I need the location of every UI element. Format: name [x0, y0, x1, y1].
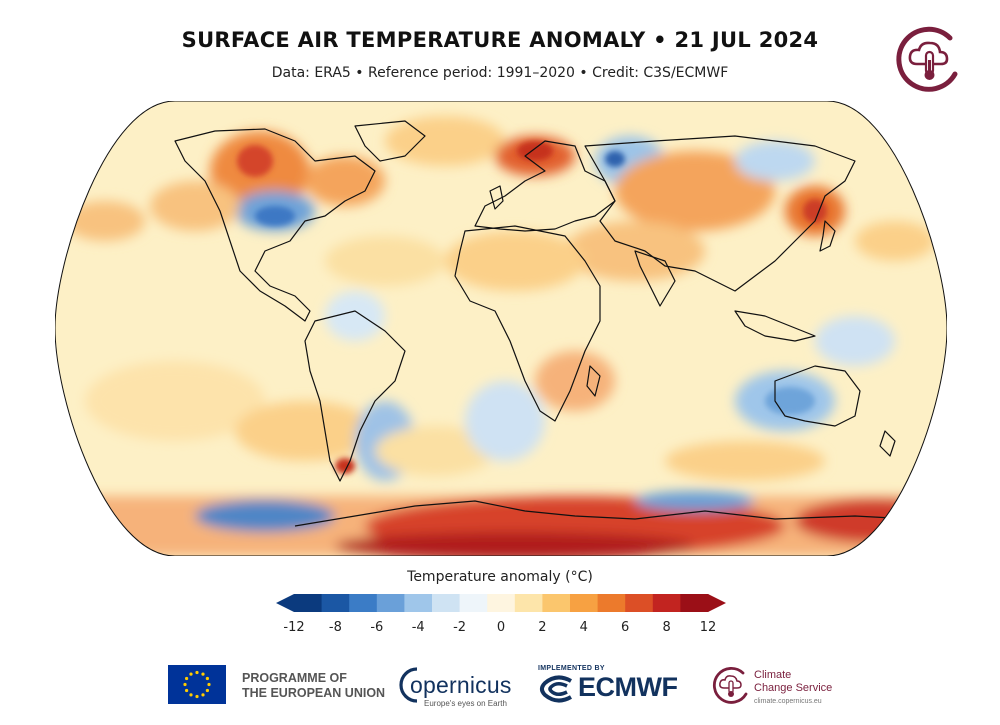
- colorbar-tick-label: 2: [538, 620, 547, 635]
- eu-star: [185, 676, 189, 681]
- ecmwf-swirl-icon: [540, 675, 572, 703]
- colorbar-tick-label: 0: [496, 620, 506, 635]
- climate-change-service-icon: [712, 666, 748, 704]
- copernicus-tagline: Europe's eyes on Earth: [424, 699, 507, 708]
- eu-star: [189, 672, 193, 676]
- colorbar-ticks: -12 -8 -6 -4 -2 0 2 4 6 8 12: [0, 620, 1000, 638]
- colorbar-segment: [432, 594, 461, 612]
- colorbar-segment: [487, 594, 516, 612]
- eu-flag-icon: [168, 665, 226, 704]
- colorbar-segment: [514, 594, 543, 612]
- colorbar-segment: [349, 594, 378, 612]
- map-subtitle: Data: ERA5 • Reference period: 1991–2020…: [271, 65, 729, 81]
- colorbar-segment: [680, 594, 709, 612]
- ccs-line-1: Climate: [754, 669, 792, 681]
- colorbar-tick-label: 12: [699, 620, 717, 635]
- eu-star: [195, 694, 199, 699]
- colorbar-segment: [294, 594, 323, 612]
- eu-star: [205, 676, 209, 681]
- copernicus-c-icon: [399, 667, 418, 703]
- climate-change-service-url: climate.copernicus.eu: [754, 698, 822, 705]
- colorbar-segment: [652, 594, 681, 612]
- eu-star: [201, 672, 205, 676]
- footer-logos: PROGRAMME OF THE EUROPEAN UNION opernicu…: [0, 655, 1000, 715]
- colorbar-extend-high: [708, 594, 726, 612]
- colorbar-segment: [625, 594, 654, 612]
- eu-star: [205, 688, 209, 693]
- colorbar-segment: [376, 594, 405, 612]
- ccs-line-2: Change Service: [754, 682, 833, 694]
- colorbar-segment: [321, 594, 350, 612]
- colorbar-tick-label: 8: [662, 620, 671, 635]
- eu-star: [183, 682, 187, 687]
- eu-star: [189, 693, 193, 697]
- colorbar-segment: [542, 594, 571, 612]
- ecmwf-wordmark: ECMWF: [578, 672, 678, 702]
- climate-change-service-name: Climate Change Service: [754, 669, 832, 695]
- temperature-colorbar: [276, 594, 726, 612]
- colorbar-tick-label: -6: [370, 620, 384, 635]
- legend-title: Temperature anomaly (°C): [407, 569, 593, 585]
- map-title: SURFACE AIR TEMPERATURE ANOMALY • 21 JUL…: [181, 28, 819, 52]
- colorbar-segment: [404, 594, 433, 612]
- copernicus-wordmark: opernicus: [410, 672, 512, 698]
- eu-star: [201, 693, 205, 697]
- world-temperature-anomaly-map: [55, 101, 947, 556]
- colorbar-segment: [459, 594, 488, 612]
- climate-thermometer-icon: [896, 26, 958, 92]
- colorbar-tick-label: -2: [453, 620, 467, 635]
- colorbar-segment: [597, 594, 626, 612]
- colorbar-tick-label: 6: [621, 620, 630, 635]
- eu-line-2: THE EUROPEAN UNION: [242, 686, 386, 700]
- colorbar-tick-label: 4: [579, 620, 588, 635]
- eu-line-1: PROGRAMME OF: [242, 671, 347, 685]
- eu-star: [207, 682, 211, 687]
- colorbar-extend-low: [276, 594, 294, 612]
- colorbar-segment: [570, 594, 599, 612]
- eu-star: [195, 670, 199, 675]
- eu-star: [185, 688, 189, 693]
- colorbar-tick-label: -8: [328, 620, 342, 635]
- eu-programme-label: PROGRAMME OF THE EUROPEAN UNION: [242, 671, 385, 701]
- colorbar-tick-label: -12: [283, 620, 305, 635]
- implemented-by-label: IMPLEMENTED BY: [538, 665, 605, 672]
- colorbar-tick-label: -4: [411, 620, 425, 635]
